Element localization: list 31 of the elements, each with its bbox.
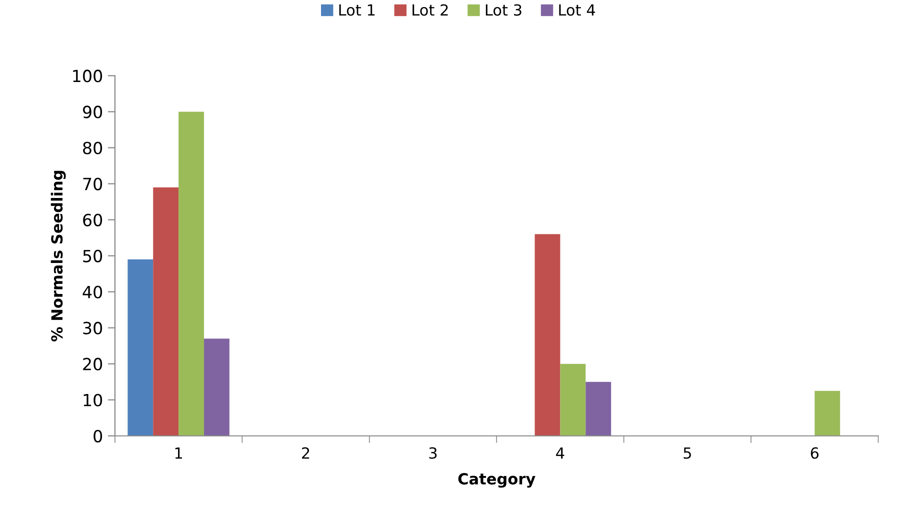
x-tick-label: 2 bbox=[302, 447, 310, 459]
bar bbox=[153, 187, 179, 436]
bar bbox=[178, 112, 204, 436]
y-tick-label: 80 bbox=[83, 142, 102, 154]
bar bbox=[204, 338, 230, 436]
bar bbox=[128, 259, 154, 436]
x-tick-label: 1 bbox=[175, 447, 182, 459]
legend-label: Lot 3 bbox=[486, 4, 522, 16]
y-tick-label: 30 bbox=[83, 322, 102, 334]
x-tick-label: 3 bbox=[429, 447, 437, 459]
y-tick-label: 10 bbox=[84, 394, 102, 406]
y-tick-label: 90 bbox=[82, 106, 102, 118]
x-tick-label: 6 bbox=[810, 447, 819, 459]
legend-label: Lot 1 bbox=[339, 4, 375, 16]
x-axis-title: Category bbox=[458, 473, 536, 488]
x-tick-label: 4 bbox=[556, 447, 564, 459]
y-tick-label: 20 bbox=[83, 358, 102, 370]
y-tick-label: 50 bbox=[83, 250, 102, 262]
bar bbox=[560, 364, 586, 436]
bar bbox=[534, 234, 560, 436]
y-axis-title: % Normals Seedling bbox=[50, 170, 66, 342]
y-tick-label: 60 bbox=[83, 214, 102, 226]
y-tick-label: 40 bbox=[82, 286, 102, 298]
y-tick-label: 100 bbox=[73, 70, 102, 82]
y-tick-label: 70 bbox=[83, 178, 102, 190]
y-tick-label: 0 bbox=[94, 430, 102, 442]
legend-label: Lot 2 bbox=[412, 4, 448, 16]
bar bbox=[586, 382, 612, 436]
legend-label: Lot 4 bbox=[559, 4, 595, 16]
bar bbox=[814, 390, 840, 436]
x-tick-label: 5 bbox=[684, 447, 691, 459]
